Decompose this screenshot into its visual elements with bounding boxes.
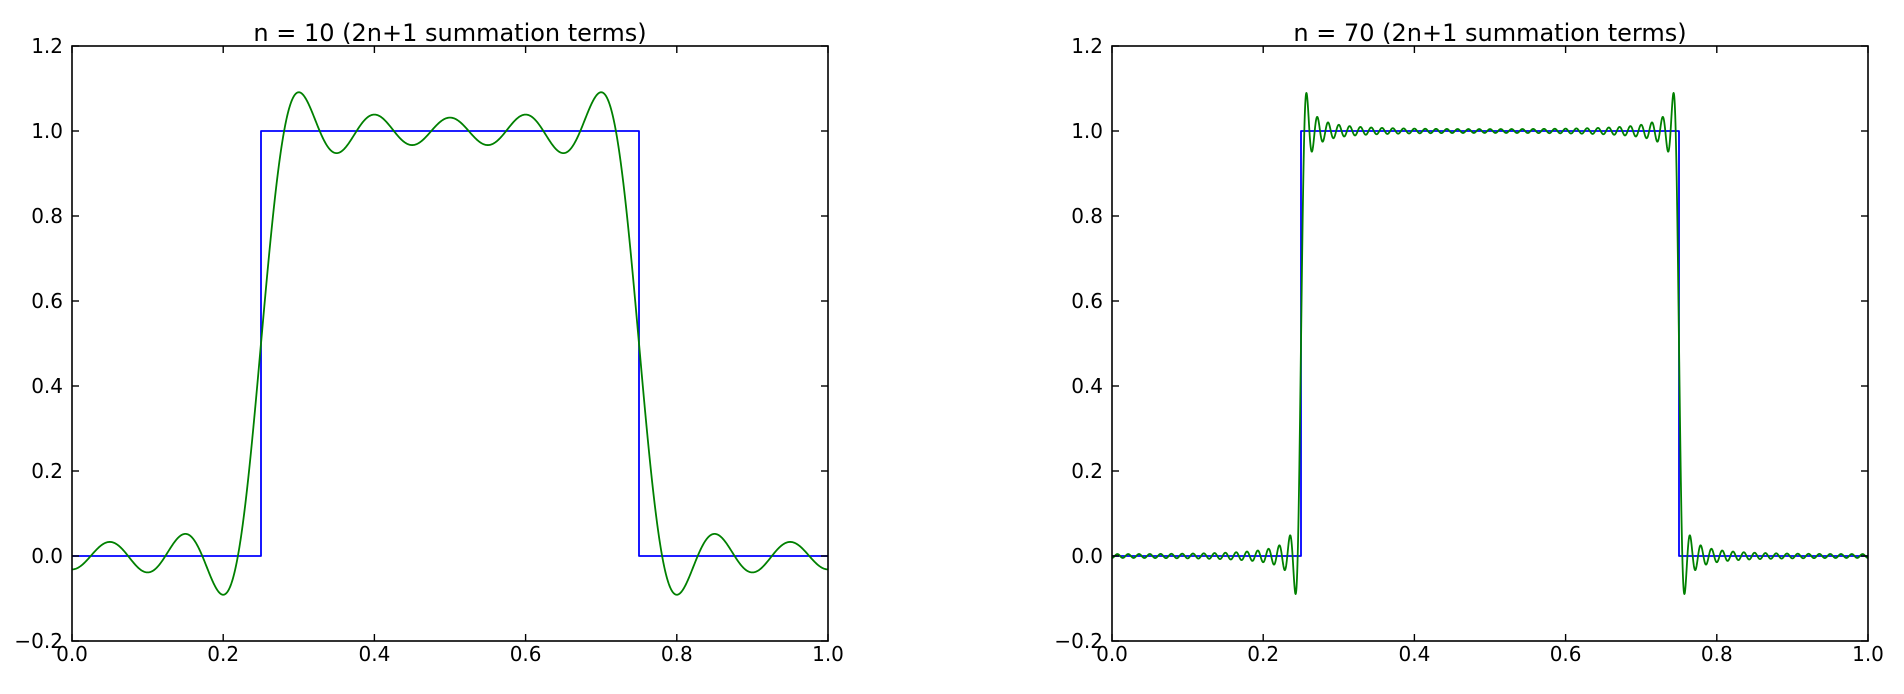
x-tick-label: 0.2 <box>207 642 239 666</box>
subplot-2: 0.0 0.2 0.4 0.6 0.8 1.0−0.20.00.20.40.60.81.0… <box>1054 19 1883 666</box>
y-tick-label: 1.2 <box>1071 34 1103 58</box>
y-tick-label: 0.2 <box>1071 459 1103 483</box>
fourier-partial-sum <box>1111 92 1869 595</box>
y-tick-label: 0.2 <box>31 459 63 483</box>
square-wave <box>1112 130 1868 557</box>
y-tick-label: 0.8 <box>31 204 63 228</box>
x-tick-label: 0.8 <box>661 642 693 666</box>
x-tick-label: 0.0 <box>1096 642 1128 666</box>
y-tick-label: 0.8 <box>1071 204 1103 228</box>
y-tick-label: 1.2 <box>31 34 63 58</box>
x-tick-label: 1.0 <box>1852 642 1884 666</box>
x-tick-label: 0.8 <box>1701 642 1733 666</box>
axes-spines <box>1111 45 1869 642</box>
y-tick-label: 0.4 <box>1071 374 1103 398</box>
y-tick-label: 0.0 <box>1071 544 1103 568</box>
x-tick-label: 0.4 <box>1398 642 1430 666</box>
y-tick-label: 0.6 <box>1071 289 1103 313</box>
y-tick-label: −0.2 <box>14 629 63 653</box>
subplot-1: 0.0 0.2 0.4 0.6 0.8 1.0−0.20.00.20.40.60.81.0… <box>14 19 843 666</box>
x-tick-label: 0.6 <box>510 642 542 666</box>
y-tick-label: 0.6 <box>31 289 63 313</box>
axes-spines <box>71 45 829 642</box>
x-tick-label: 1.0 <box>812 642 844 666</box>
y-tick-label: 0.4 <box>31 374 63 398</box>
y-tick-label: 1.0 <box>1071 119 1103 143</box>
plot-title: n = 10 (2n+1 summation terms) <box>253 19 646 47</box>
x-tick-label: 0.2 <box>1247 642 1279 666</box>
fourier-partial-sum <box>71 91 829 596</box>
x-tick-label: 0.6 <box>1550 642 1582 666</box>
y-tick-label: −0.2 <box>1054 629 1103 653</box>
plot-title: n = 70 (2n+1 summation terms) <box>1293 19 1686 47</box>
square-wave <box>72 130 828 557</box>
y-tick-label: 1.0 <box>31 119 63 143</box>
x-tick-label: 0.4 <box>358 642 390 666</box>
x-tick-label: 0.0 <box>56 642 88 666</box>
y-tick-label: 0.0 <box>31 544 63 568</box>
